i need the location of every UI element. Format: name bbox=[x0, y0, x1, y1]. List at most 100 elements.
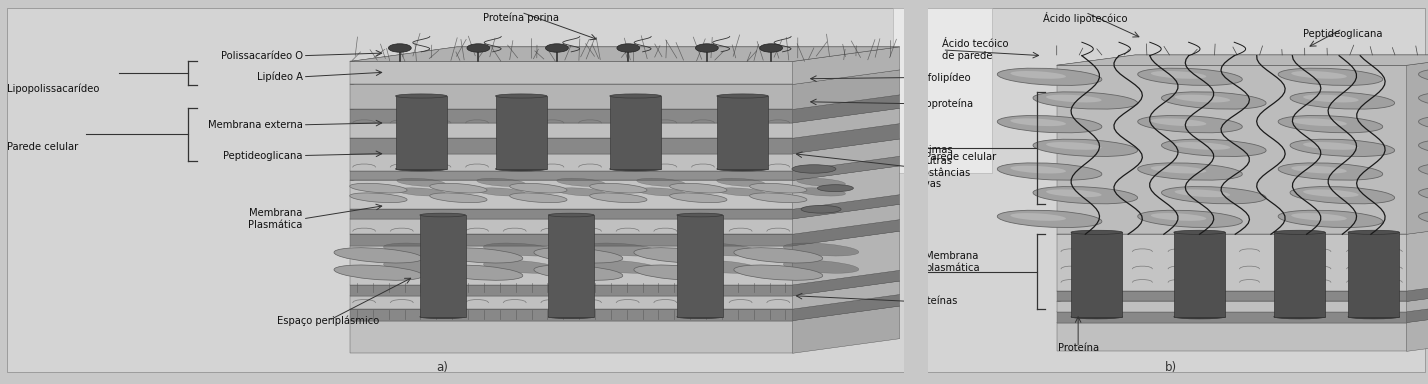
Text: Enzimas
e outras
substâncias
ativas: Enzimas e outras substâncias ativas bbox=[911, 145, 970, 189]
Ellipse shape bbox=[477, 178, 526, 186]
Ellipse shape bbox=[684, 260, 758, 273]
Ellipse shape bbox=[334, 248, 423, 263]
Polygon shape bbox=[793, 281, 900, 309]
Polygon shape bbox=[350, 285, 793, 296]
Ellipse shape bbox=[1304, 189, 1358, 197]
Text: Membrana
plasmática: Membrana plasmática bbox=[925, 251, 980, 273]
Polygon shape bbox=[350, 156, 900, 171]
Ellipse shape bbox=[1011, 118, 1065, 126]
Ellipse shape bbox=[1151, 213, 1207, 221]
Polygon shape bbox=[793, 124, 900, 154]
Text: Proteínas: Proteínas bbox=[911, 296, 957, 306]
Bar bbox=[610, 96, 661, 169]
Ellipse shape bbox=[997, 116, 1102, 133]
Text: Lipídeo A: Lipídeo A bbox=[257, 71, 303, 82]
Polygon shape bbox=[1057, 234, 1407, 291]
Ellipse shape bbox=[997, 68, 1102, 85]
Ellipse shape bbox=[1304, 95, 1358, 103]
Polygon shape bbox=[793, 195, 900, 219]
Polygon shape bbox=[1407, 301, 1428, 323]
Polygon shape bbox=[793, 95, 900, 123]
Polygon shape bbox=[1057, 291, 1428, 301]
Ellipse shape bbox=[1175, 189, 1230, 197]
Text: Polissacarídeo O: Polissacarídeo O bbox=[221, 51, 303, 61]
Polygon shape bbox=[793, 220, 900, 246]
Polygon shape bbox=[350, 166, 900, 180]
Ellipse shape bbox=[784, 243, 858, 256]
Ellipse shape bbox=[496, 94, 547, 98]
Ellipse shape bbox=[1418, 210, 1428, 227]
Ellipse shape bbox=[388, 44, 411, 52]
Text: Proteína porina: Proteína porina bbox=[483, 12, 560, 23]
Ellipse shape bbox=[1047, 95, 1101, 103]
Ellipse shape bbox=[1274, 230, 1325, 234]
Polygon shape bbox=[1057, 281, 1428, 291]
Ellipse shape bbox=[1291, 71, 1347, 79]
Ellipse shape bbox=[997, 163, 1102, 180]
Ellipse shape bbox=[1138, 116, 1242, 133]
Ellipse shape bbox=[430, 193, 487, 203]
Ellipse shape bbox=[397, 178, 446, 186]
Polygon shape bbox=[1057, 291, 1407, 301]
Ellipse shape bbox=[420, 213, 466, 217]
Ellipse shape bbox=[396, 94, 447, 98]
Polygon shape bbox=[793, 139, 900, 171]
Ellipse shape bbox=[717, 188, 765, 196]
Ellipse shape bbox=[717, 167, 768, 171]
Ellipse shape bbox=[1418, 92, 1428, 109]
Bar bbox=[548, 215, 594, 317]
Ellipse shape bbox=[1291, 213, 1347, 221]
Ellipse shape bbox=[610, 94, 661, 98]
Ellipse shape bbox=[1047, 189, 1101, 197]
Polygon shape bbox=[350, 231, 900, 246]
Ellipse shape bbox=[1071, 230, 1122, 234]
Polygon shape bbox=[1057, 224, 1428, 234]
Ellipse shape bbox=[1138, 68, 1242, 85]
Polygon shape bbox=[350, 321, 793, 353]
Polygon shape bbox=[350, 154, 793, 171]
Text: Fosfolipídeo: Fosfolipídeo bbox=[911, 72, 971, 83]
Ellipse shape bbox=[1348, 230, 1399, 234]
Polygon shape bbox=[350, 108, 900, 123]
Polygon shape bbox=[1057, 55, 1428, 65]
Ellipse shape bbox=[1174, 315, 1225, 319]
Bar bbox=[1071, 232, 1122, 317]
Ellipse shape bbox=[397, 188, 446, 196]
Ellipse shape bbox=[467, 44, 490, 52]
Polygon shape bbox=[350, 70, 900, 84]
Ellipse shape bbox=[430, 183, 487, 193]
Polygon shape bbox=[350, 281, 900, 296]
Ellipse shape bbox=[510, 193, 567, 203]
Bar bbox=[420, 215, 466, 317]
Polygon shape bbox=[793, 166, 900, 209]
Polygon shape bbox=[1407, 281, 1428, 301]
Ellipse shape bbox=[684, 243, 758, 256]
Ellipse shape bbox=[1278, 163, 1382, 180]
Polygon shape bbox=[350, 246, 793, 285]
Polygon shape bbox=[350, 204, 900, 219]
Ellipse shape bbox=[1304, 142, 1358, 150]
Ellipse shape bbox=[1071, 315, 1122, 319]
Bar bbox=[396, 96, 447, 169]
Ellipse shape bbox=[1161, 92, 1267, 109]
Ellipse shape bbox=[557, 178, 605, 186]
Ellipse shape bbox=[434, 265, 523, 280]
Polygon shape bbox=[350, 124, 900, 138]
Bar bbox=[1174, 232, 1225, 317]
Polygon shape bbox=[1407, 291, 1428, 312]
Ellipse shape bbox=[1175, 95, 1230, 103]
Polygon shape bbox=[793, 108, 900, 138]
Ellipse shape bbox=[1289, 139, 1395, 156]
Text: Parede celular: Parede celular bbox=[925, 152, 997, 162]
Ellipse shape bbox=[384, 260, 458, 273]
Ellipse shape bbox=[1161, 187, 1267, 204]
Ellipse shape bbox=[1418, 163, 1428, 180]
Bar bbox=[7, 8, 907, 372]
Polygon shape bbox=[1057, 301, 1428, 312]
Ellipse shape bbox=[1418, 139, 1428, 156]
Polygon shape bbox=[350, 139, 900, 154]
Ellipse shape bbox=[350, 183, 407, 193]
Ellipse shape bbox=[396, 167, 447, 171]
Polygon shape bbox=[350, 270, 900, 285]
Ellipse shape bbox=[797, 188, 845, 196]
